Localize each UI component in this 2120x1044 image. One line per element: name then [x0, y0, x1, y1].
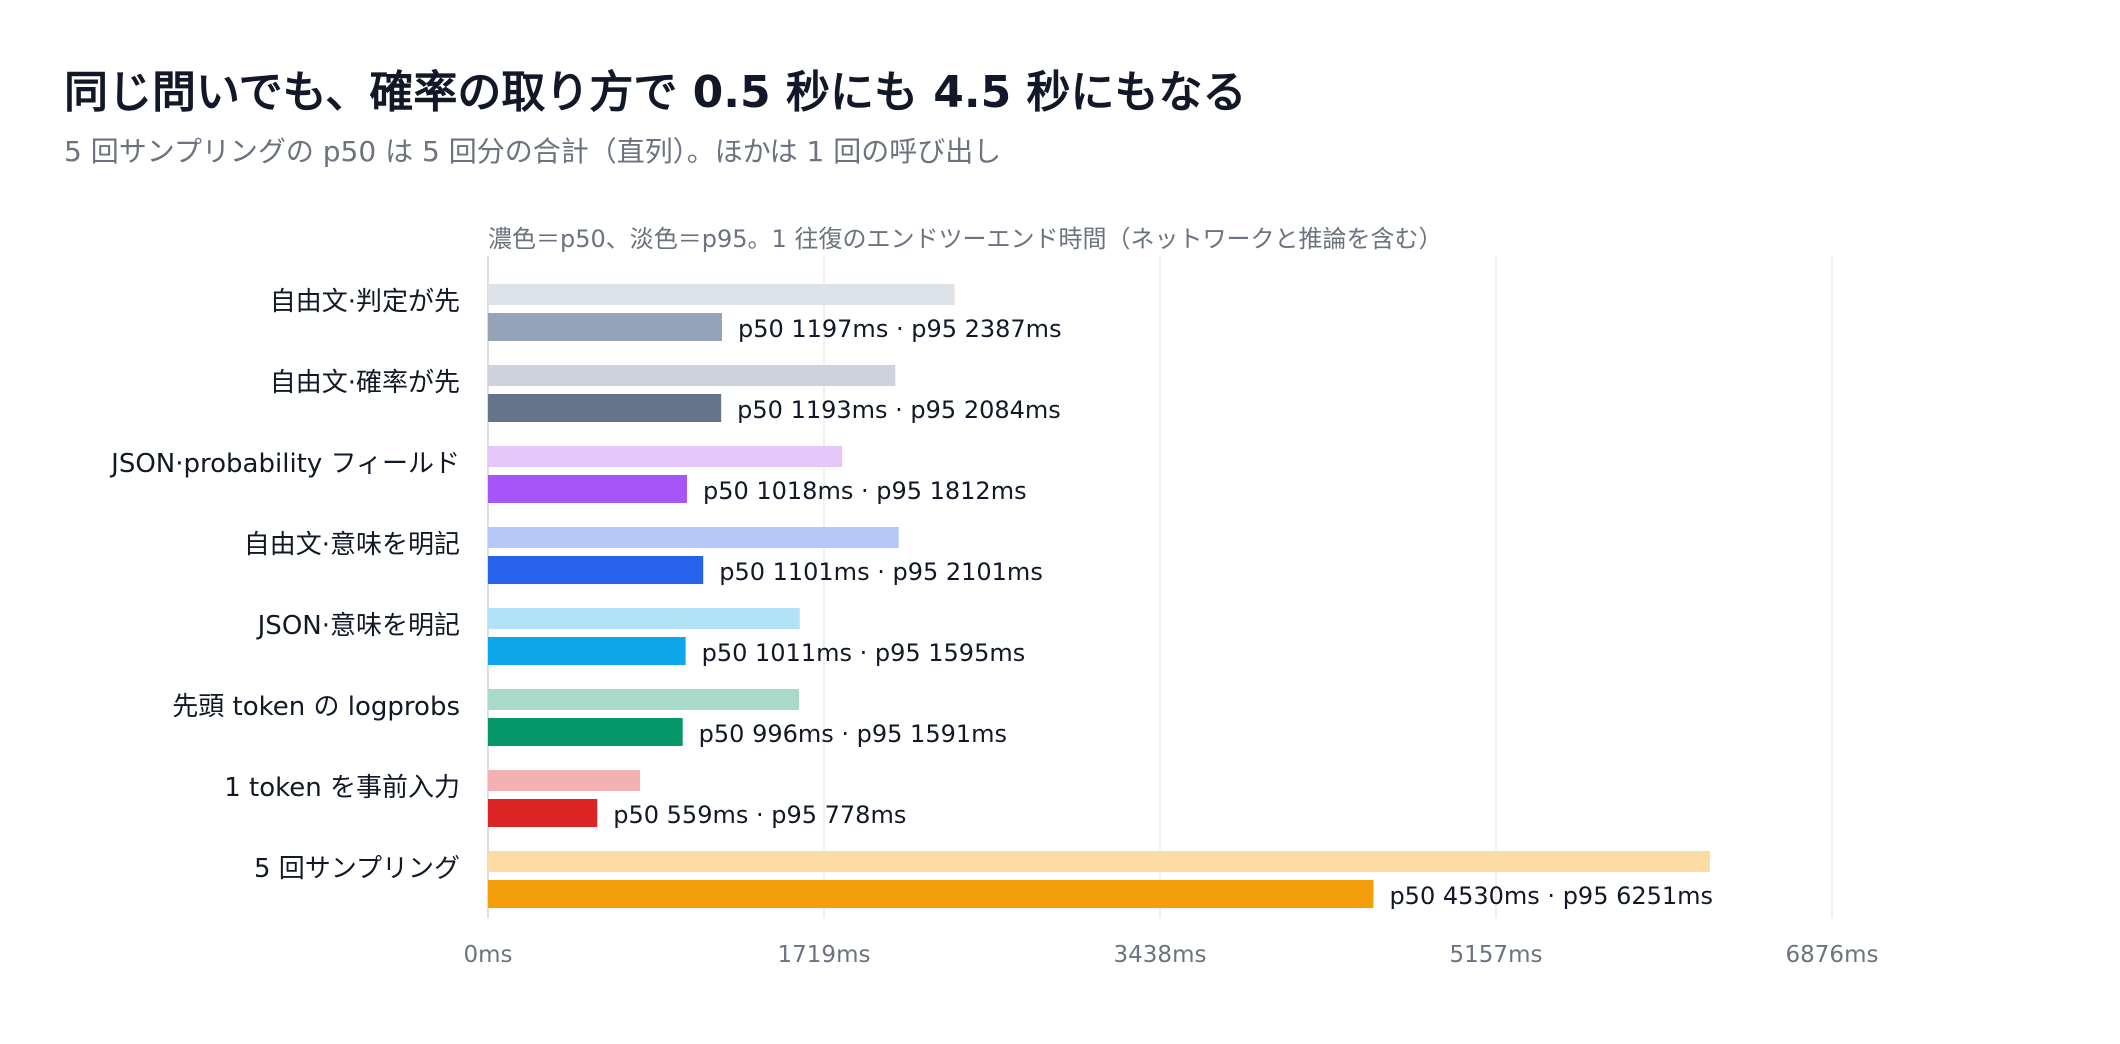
x-tick-label: 1719ms	[778, 942, 871, 968]
p50-bar	[488, 799, 598, 827]
bar-group: 自由文·意味を明記 p50 1101ms · p95 2101ms	[244, 527, 1043, 586]
p95-bar	[488, 527, 899, 548]
x-tick-label: 6876ms	[1786, 942, 1879, 968]
category-label: 自由文·意味を明記	[244, 530, 460, 560]
bar-group: 自由文·判定が先 p50 1197ms · p95 2387ms	[270, 284, 1062, 343]
p50-bar	[488, 313, 722, 341]
value-label: p50 1011ms · p95 1595ms	[702, 639, 1026, 667]
value-label: p50 1197ms · p95 2387ms	[738, 315, 1062, 343]
category-label: 自由文·確率が先	[270, 368, 460, 398]
category-label: 1 token を事前入力	[224, 773, 460, 803]
chart-note: 濃色＝p50、淡色＝p95。1 往復のエンドツーエンド時間（ネットワークと推論を…	[488, 225, 1442, 253]
category-label: 先頭 token の logprobs	[172, 692, 460, 722]
x-tick-label: 3438ms	[1114, 942, 1207, 968]
value-label: p50 4530ms · p95 6251ms	[1389, 882, 1713, 910]
bar-group: 5 回サンプリング p50 4530ms · p95 6251ms	[254, 851, 1713, 910]
chart-title: 同じ問いでも、確率の取り方で 0.5 秒にも 4.5 秒にもなる	[64, 67, 1247, 118]
p50-bar	[488, 556, 704, 584]
p50-bar	[488, 475, 687, 503]
bar-group: JSON·意味を明記 p50 1011ms · p95 1595ms	[256, 608, 1026, 667]
category-label: 5 回サンプリング	[254, 854, 460, 884]
bar-group: JSON·probability フィールド p50 1018ms · p95 1…	[109, 446, 1027, 505]
bars: 自由文·判定が先 p50 1197ms · p95 2387ms 自由文·確率が先 p…	[109, 284, 1713, 910]
p95-bar	[488, 851, 1710, 872]
p50-bar	[488, 718, 683, 746]
category-label: JSON·probability フィールド	[109, 449, 460, 479]
bar-group: 先頭 token の logprobs p50 996ms · p95 1591m…	[172, 689, 1007, 748]
x-axis-ticks: 0ms 1719ms 3438ms 5157ms 6876ms	[463, 942, 1878, 968]
p50-bar	[488, 880, 1374, 908]
value-label: p50 559ms · p95 778ms	[613, 801, 906, 829]
bar-group: 自由文·確率が先 p50 1193ms · p95 2084ms	[270, 365, 1061, 424]
p50-bar	[488, 394, 722, 422]
p95-bar	[488, 608, 800, 629]
bar-group: 1 token を事前入力 p50 559ms · p95 778ms	[224, 770, 906, 829]
x-tick-label: 5157ms	[1450, 942, 1543, 968]
value-label: p50 1018ms · p95 1812ms	[703, 477, 1027, 505]
p95-bar	[488, 770, 641, 791]
category-label: JSON·意味を明記	[256, 611, 460, 641]
p95-bar	[488, 284, 955, 305]
p50-bar	[488, 637, 686, 665]
p95-bar	[488, 365, 896, 386]
x-tick-label: 0ms	[463, 942, 512, 968]
p95-bar	[488, 446, 843, 467]
p95-bar	[488, 689, 799, 710]
chart-subtitle: 5 回サンプリングの p50 は 5 回分の合計（直列）。ほかは 1 回の呼び出…	[64, 135, 1002, 168]
category-label: 自由文·判定が先	[270, 287, 460, 317]
value-label: p50 1193ms · p95 2084ms	[737, 396, 1061, 424]
value-label: p50 996ms · p95 1591ms	[699, 720, 1007, 748]
value-label: p50 1101ms · p95 2101ms	[719, 558, 1043, 586]
